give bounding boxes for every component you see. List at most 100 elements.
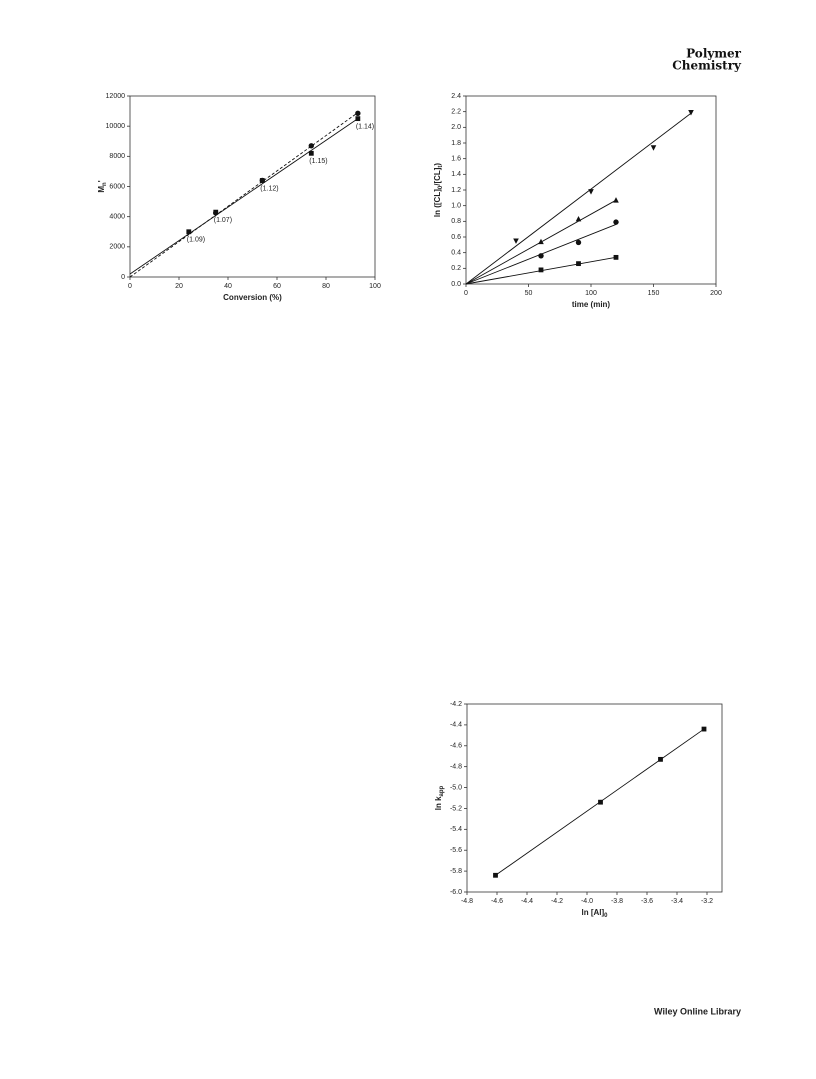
journal-name: Polymer bbox=[686, 47, 742, 61]
x-tick-label: 0 bbox=[128, 283, 132, 290]
x-tick-label: 100 bbox=[585, 290, 597, 297]
y-tick-label: -4.4 bbox=[450, 722, 462, 729]
y-axis-title: Mn' bbox=[97, 180, 107, 192]
point-annotation: (1.12) bbox=[260, 185, 278, 192]
point-annotation: (1.14) bbox=[356, 123, 374, 130]
marker bbox=[650, 145, 657, 151]
y-axis-title-part: ln ([CL] bbox=[433, 189, 442, 217]
x-axis-title-part: time (min) bbox=[572, 300, 611, 309]
x-tick-label: 100 bbox=[369, 283, 381, 290]
marker bbox=[613, 219, 619, 225]
marker bbox=[538, 238, 544, 245]
y-tick-label: -5.4 bbox=[450, 826, 462, 833]
y-tick-label: -5.8 bbox=[450, 868, 462, 875]
marker bbox=[513, 238, 519, 244]
footer: Wiley Online Library bbox=[654, 1006, 741, 1016]
x-tick-label: 60 bbox=[273, 283, 281, 290]
plot-frame bbox=[466, 703, 723, 893]
x-tick-label: 80 bbox=[322, 283, 330, 290]
x-axis-title: Conversion (%) bbox=[223, 293, 282, 302]
y-tick-label: 0 bbox=[121, 274, 125, 281]
x-tick-label: -4.2 bbox=[551, 898, 563, 905]
x-axis-title: time (min) bbox=[572, 300, 611, 309]
y-tick-label: 0.0 bbox=[451, 281, 461, 288]
y-tick-label: 6000 bbox=[109, 183, 125, 190]
marker bbox=[213, 210, 219, 216]
y-tick-label: -5.6 bbox=[450, 847, 462, 854]
marker bbox=[575, 239, 582, 246]
x-tick-label: 50 bbox=[525, 290, 533, 297]
x-tick-label: -3.6 bbox=[641, 898, 653, 905]
marker bbox=[613, 254, 619, 260]
y-axis-title: ln kapp bbox=[434, 785, 444, 810]
fit-line bbox=[129, 112, 359, 278]
x-axis-title: ln [Al]0 bbox=[581, 908, 608, 918]
y-axis-title-part: ) bbox=[433, 163, 442, 166]
plot-frame bbox=[129, 95, 376, 278]
y-axis-title-part: 0 bbox=[438, 185, 444, 189]
x-axis-title-part: Conversion (%) bbox=[223, 293, 282, 302]
x-tick-label: -3.8 bbox=[611, 898, 623, 905]
marker bbox=[259, 177, 265, 184]
x-tick-label: 200 bbox=[710, 290, 722, 297]
x-tick-label: 40 bbox=[224, 283, 232, 290]
y-axis-title-part: t bbox=[438, 166, 444, 168]
marker bbox=[308, 150, 314, 156]
y-axis-title: ln ([CL]0/[CL]t) bbox=[433, 163, 443, 218]
y-tick-label: 0.6 bbox=[451, 234, 461, 241]
x-tick-label: 0 bbox=[464, 290, 468, 297]
y-tick-label: 0.2 bbox=[451, 265, 461, 272]
fit-line bbox=[129, 118, 359, 275]
x-tick-label: -3.4 bbox=[671, 898, 683, 905]
x-tick-label: 20 bbox=[175, 283, 183, 290]
marker bbox=[538, 267, 544, 273]
x-tick-label: -3.2 bbox=[701, 898, 713, 905]
y-tick-label: 2.0 bbox=[451, 124, 461, 131]
y-tick-label: 10000 bbox=[106, 123, 126, 130]
x-tick-label: -4.4 bbox=[521, 898, 533, 905]
y-tick-label: 12000 bbox=[106, 93, 126, 100]
y-axis-title-part: /[CL] bbox=[433, 167, 442, 186]
marker bbox=[588, 189, 594, 195]
x-tick-label: -4.8 bbox=[461, 898, 473, 905]
y-tick-label: 2.4 bbox=[451, 93, 461, 100]
y-tick-label: -5.0 bbox=[450, 784, 462, 791]
y-tick-label: 4000 bbox=[109, 214, 125, 221]
y-tick-label: -4.2 bbox=[450, 701, 462, 708]
x-tick-label: -4.0 bbox=[581, 898, 593, 905]
y-tick-label: -4.6 bbox=[450, 743, 462, 750]
marker bbox=[355, 110, 361, 117]
marker bbox=[575, 215, 582, 222]
journal-name: Chemistry bbox=[672, 59, 742, 73]
y-tick-label: 1.0 bbox=[451, 203, 461, 210]
marker bbox=[613, 197, 619, 203]
marker bbox=[658, 756, 663, 762]
y-tick-label: -4.8 bbox=[450, 764, 462, 771]
y-tick-label: 1.2 bbox=[451, 187, 461, 194]
y-tick-label: 0.4 bbox=[451, 250, 461, 257]
y-tick-label: 2000 bbox=[109, 244, 125, 251]
y-tick-label: -6.0 bbox=[450, 889, 462, 896]
y-tick-label: 1.8 bbox=[451, 140, 461, 147]
point-annotation: (1.15) bbox=[309, 158, 327, 165]
y-axis-title-part: ' bbox=[97, 180, 106, 182]
y-axis-title-part: n bbox=[102, 182, 108, 186]
y-tick-label: 8000 bbox=[109, 153, 125, 160]
fit-line bbox=[465, 112, 692, 285]
y-axis-title-part: M bbox=[97, 186, 106, 193]
point-annotation: (1.09) bbox=[187, 237, 205, 244]
x-tick-label: 150 bbox=[648, 290, 660, 297]
x-axis-title-part: 0 bbox=[604, 913, 608, 919]
y-axis-title-part: ln k bbox=[434, 796, 443, 810]
marker bbox=[308, 143, 314, 149]
y-tick-label: 2.2 bbox=[451, 109, 461, 116]
marker bbox=[355, 116, 361, 122]
marker bbox=[688, 110, 694, 116]
y-tick-label: 1.6 bbox=[451, 156, 461, 163]
marker bbox=[701, 726, 707, 732]
marker bbox=[186, 229, 192, 235]
x-tick-label: -4.6 bbox=[491, 898, 503, 905]
marker bbox=[576, 261, 581, 267]
marker bbox=[493, 872, 498, 878]
